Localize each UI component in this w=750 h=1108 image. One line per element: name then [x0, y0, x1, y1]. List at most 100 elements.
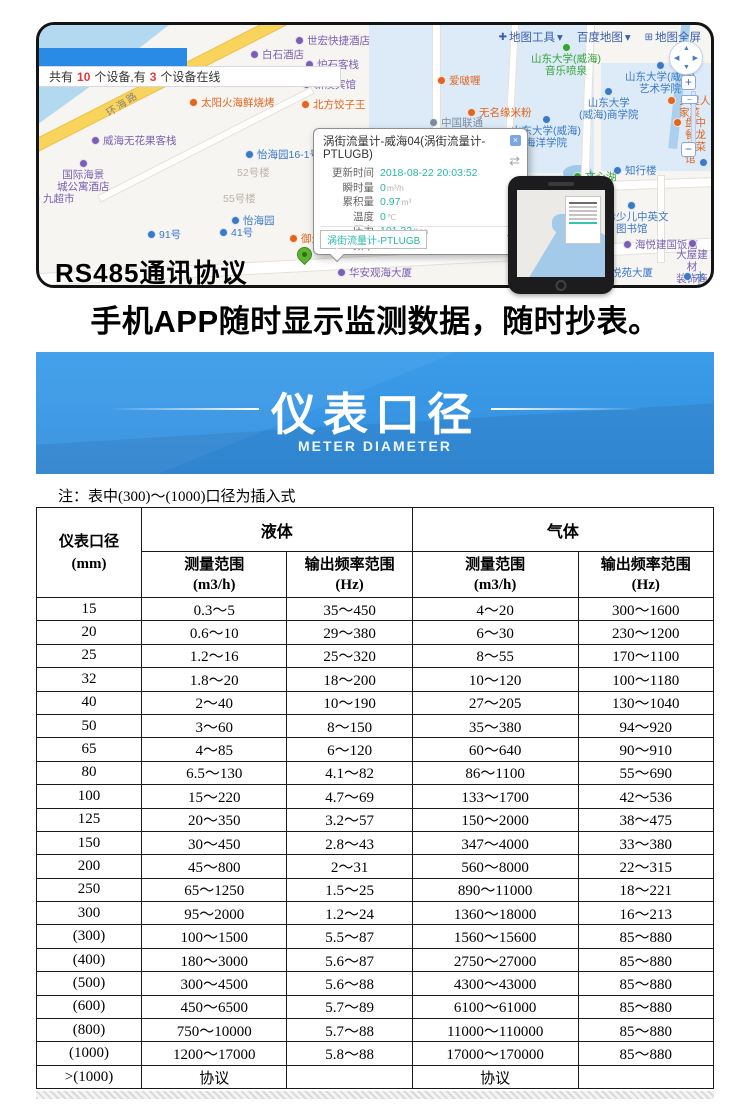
table-cell: 15～220: [140, 784, 288, 809]
poi-text: 水务营业厅: [695, 271, 706, 285]
map-poi-label: 九超市: [39, 193, 75, 205]
section-subtitle: METER DIAMETER: [298, 438, 452, 454]
map-tools-menu[interactable]: ✚ 地图工具 ▾: [498, 31, 563, 45]
table-cell: 150: [36, 830, 142, 856]
section-banner: 仪表口径 METER DIAMETER: [36, 352, 714, 474]
table-cell: 250: [36, 877, 142, 903]
map-poi-label: 55号楼: [223, 193, 256, 205]
table-row: 300 95～2000 1.2～24 1360～18000 16～213: [36, 901, 715, 926]
table-cell: 20: [36, 620, 142, 645]
caret-down-icon: ▾: [624, 32, 631, 44]
table-cell: 85～880: [577, 1018, 715, 1043]
table-row: (800) 750～10000 5.7～88 11000～110000 85～880: [36, 1018, 715, 1043]
table-row: 80 6.5～130 4.1～82 86～1100 55～690: [36, 760, 715, 786]
table-cell: 27～205: [411, 690, 579, 715]
popup-row-value: 0: [380, 181, 386, 194]
popup-row-value: 2018-08-22 20:03:52: [380, 167, 478, 179]
map-poi-label: 爱啵喱: [437, 75, 481, 87]
table-cell: 5.6～87: [286, 947, 413, 973]
banner-left-line: [107, 408, 259, 410]
table-cell: 6.5～130: [140, 760, 288, 786]
table-row: 200 45～800 2～31 560～8000 22～315: [36, 854, 715, 879]
table-cell: 65～1250: [140, 877, 288, 903]
table-cell: 60～640: [411, 737, 579, 762]
table-cell: 4～85: [140, 737, 288, 762]
map-poi-label: 41号: [219, 227, 253, 239]
map-pan-control[interactable]: ▲ ▼ ◀ ▶: [669, 41, 703, 75]
table-cell: 40: [36, 690, 142, 715]
zoom-out-button[interactable]: −: [681, 142, 696, 157]
table-row: 100 15～220 4.7～69 133～1700 42～536: [36, 784, 715, 809]
zoom-slider-handle[interactable]: −: [681, 95, 698, 104]
map-screenshot[interactable]: 白石酒店世宏快捷酒店炉石客栈新溪宾馆宾馆海景花园太阳火海鲜烧烤北方饺子王威海无花…: [36, 22, 714, 288]
table-cell: 8～150: [286, 713, 413, 739]
table-cell: 133～1700: [411, 784, 579, 809]
poi-text: 中国联通: [441, 117, 483, 129]
device-count-text: 共有: [49, 70, 74, 84]
pan-up-icon[interactable]: ▲: [683, 45, 690, 52]
poi-text: 怡海园16-1号: [257, 149, 321, 161]
popup-row-value: 0.97: [380, 196, 401, 208]
pan-down-icon[interactable]: ▼: [683, 64, 690, 71]
popup-row-unit: m³: [401, 197, 412, 207]
poi-dot-icon: [289, 234, 298, 243]
table-cell: 5.8～88: [286, 1041, 413, 1066]
table-cell: 85～880: [577, 947, 715, 973]
poi-dot-icon: [541, 115, 551, 124]
poi-text: 山东大学(威海) 艺术学院: [625, 71, 695, 95]
poi-dot-icon: [467, 108, 476, 117]
table-cell: 1.2～16: [140, 643, 288, 669]
table-cell: 890～11000: [411, 877, 579, 903]
close-icon[interactable]: ×: [510, 135, 521, 146]
table-cell: 4300～43000: [411, 971, 579, 996]
table-row: (500) 300～4500 5.6～88 4300～43000 85～880: [36, 971, 715, 996]
table-cell: 130～1040: [577, 690, 715, 715]
poi-dot-icon: [699, 158, 708, 167]
table-cell: 6100～61000: [411, 994, 579, 1020]
device-panel-header: [39, 48, 187, 66]
phone-mockup: [508, 176, 614, 294]
table-row: (600) 450～6500 5.7～89 6100～61000 85～880: [36, 994, 715, 1020]
base-map-menu[interactable]: 百度地图 ▾: [576, 32, 631, 44]
pan-left-icon[interactable]: ◀: [674, 55, 680, 62]
device-count-text: 个设备,有: [94, 70, 146, 84]
swap-arrows-icon[interactable]: ⇄: [509, 153, 520, 168]
table-cell: 0.3～5: [140, 596, 288, 622]
table-cell: 4.1～82: [286, 760, 413, 786]
poi-text: 山东大学(威海) 海洋学院: [511, 125, 581, 149]
table-cell: 100～1180: [577, 667, 715, 692]
poi-dot-icon: [429, 118, 438, 127]
table-cell: 85～880: [577, 971, 715, 996]
table-row: 125 20～350 3.2～57 150～2000 38～475: [36, 807, 715, 832]
caret-down-icon: ▾: [557, 32, 563, 44]
device-info-popup: 涡街流量计-威海04(涡街流量计-PTLUGB) × ⇄ 更新时间 2018-08…: [313, 128, 528, 263]
poi-text: 九超市: [43, 193, 75, 205]
table-cell: (300): [36, 924, 142, 949]
table-cell: 5.5～87: [286, 924, 413, 949]
poi-dot-icon: [301, 100, 310, 109]
table-cell: 750～10000: [140, 1018, 288, 1043]
table-cell: 6～30: [411, 620, 579, 645]
poi-dot-icon: [245, 150, 254, 159]
fullscreen-icon: ⊞: [644, 31, 653, 43]
table-cell: 35～450: [286, 596, 413, 622]
popup-device-tab[interactable]: 涡街流量计-PTLUGB: [320, 230, 428, 249]
map-poi-label: 怡海园: [231, 215, 275, 227]
table-cell: 80: [36, 760, 142, 786]
table-cell: 200: [36, 854, 142, 879]
rs485-protocol-label: RS485通讯协议: [55, 258, 248, 288]
table-cell: 450～6500: [140, 994, 288, 1020]
table-cell: 45～800: [140, 854, 288, 879]
header-liquid-range: 测量范围 (m3/h): [140, 551, 288, 598]
table-cell: [286, 1064, 413, 1090]
popup-row-label: 瞬时量: [342, 181, 375, 194]
poi-text: 无名缘米粉: [479, 107, 532, 119]
map-poi-label: 世宏快捷酒店: [295, 35, 370, 47]
popup-data-row: 累积量 0.97 m³: [318, 195, 519, 210]
zoom-in-button[interactable]: +: [681, 75, 696, 90]
table-row: (1000) 1200～17000 5.8～88 17000～170000 85～880: [36, 1041, 715, 1066]
table-cell: 15: [36, 596, 142, 622]
table-row: 32 1.8～20 18～200 10～120 100～1180: [36, 667, 715, 692]
table-cell: 18～221: [577, 877, 715, 903]
pan-right-icon[interactable]: ▶: [692, 55, 698, 62]
